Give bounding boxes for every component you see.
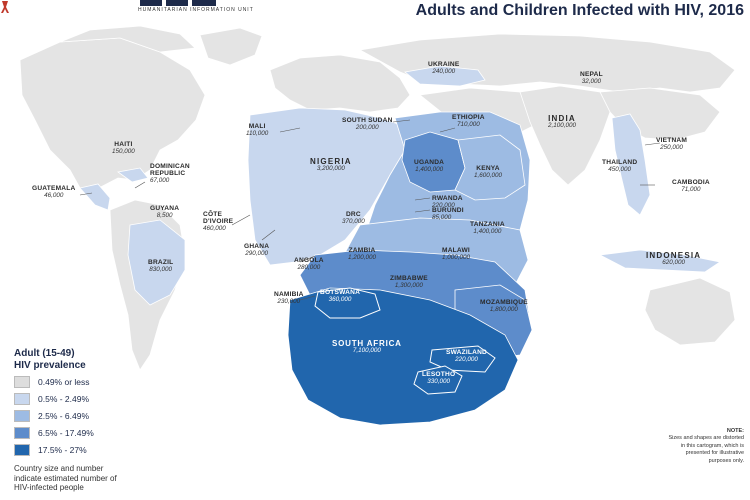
label-angola: ANGOLA 280,000 (294, 257, 324, 271)
land-greenland (199, 27, 263, 66)
legend-row: 17.5% - 27% (14, 444, 154, 456)
country-south-africa (287, 287, 519, 426)
legend-title-line2: HIV prevalence (14, 359, 86, 371)
land-europe (269, 54, 411, 113)
country-lesotho (413, 365, 463, 395)
label-dominican-republic: DOMINICAN REPUBLIC 67,000 (150, 163, 190, 184)
label-indonesia: INDONESIA 620,000 (646, 251, 702, 267)
country-indonesia (598, 249, 722, 273)
label-botswana: BOTSWANA 360,000 (320, 289, 361, 303)
label-burundi: BURUNDI 85,000 (432, 207, 464, 221)
legend-swatch (14, 376, 30, 388)
label-swaziland: SWAZILAND 220,000 (446, 349, 487, 363)
note-heading: NOTE: (726, 428, 744, 434)
label-drc: DRC 370,000 (342, 211, 365, 225)
label-nepal: NEPAL 32,000 (580, 71, 603, 85)
label-rwanda: RWANDA 220,000 (432, 195, 463, 209)
unit-name: HUMANITARIAN INFORMATION UNIT (138, 7, 254, 13)
country-guatemala-region (79, 183, 111, 211)
legend-row: 0.5% - 2.49% (14, 393, 154, 405)
label-cote-divoire: CÔTE D'IVOIRE 460,000 (203, 211, 234, 232)
legend-swatch (14, 410, 30, 422)
land-russia (358, 33, 736, 93)
legend-explanation: Country size and number indicate estimat… (14, 464, 117, 493)
label-guyana: GUYANA 8,500 (150, 205, 180, 219)
land-australia (644, 277, 736, 346)
country-swaziland (429, 345, 496, 373)
legend-swatch (14, 393, 30, 405)
label-lesotho: LESOTHO 330,000 (422, 371, 456, 385)
label-india: INDIA 2,100,000 (548, 114, 577, 130)
legend-title-line1: Adult (15-49) (14, 348, 75, 359)
label-haiti: HAITI 150,000 (112, 141, 135, 155)
label-vietnam: VIETNAM 250,000 (656, 137, 688, 151)
label-mali: MALI 110,000 (246, 123, 269, 137)
label-uganda: UGANDA 1,400,000 (414, 159, 445, 173)
label-malawi: MALAWI 1,000,000 (442, 247, 471, 261)
label-kenya: KENYA 1,600,000 (474, 165, 503, 179)
label-ghana: GHANA 290,000 (244, 243, 270, 257)
label-zambia: ZAMBIA 1,200,000 (348, 247, 377, 261)
label-thailand: THAILAND 450,000 (602, 159, 638, 173)
hiu-logo (140, 0, 230, 10)
country-ukraine (404, 65, 486, 87)
label-south-sudan: SOUTH SUDAN 200,000 (342, 117, 393, 131)
legend: Adult (15-49) HIV prevalence 0.49% or le… (14, 348, 154, 494)
label-cambodia: CAMBODIA 71,000 (672, 179, 710, 193)
land-canada-north (59, 25, 196, 53)
label-namibia: NAMIBIA 230,000 (274, 291, 304, 305)
cartogram-note: NOTE: Sizes and shapes are distorted in … (664, 428, 744, 494)
label-brazil: BRAZIL 830,000 (148, 259, 174, 273)
legend-swatch (14, 444, 30, 456)
country-brazil (127, 219, 186, 306)
label-nigeria: NIGERIA 3,200,000 (310, 157, 352, 173)
label-ukraine: UKRAINE 240,000 (428, 61, 460, 75)
note-text: Sizes and shapes are distorted in this c… (668, 435, 744, 464)
country-haiti-dr (116, 167, 149, 183)
cartogram-map (19, 25, 736, 426)
land-india (519, 85, 611, 186)
legend-row: 6.5% - 17.49% (14, 427, 154, 439)
label-south-africa: SOUTH AFRICA 7,100,000 (332, 339, 402, 355)
legend-swatch (14, 427, 30, 439)
country-kenya (454, 134, 526, 201)
label-mozambique: MOZAMBIQUE 1,800,000 (480, 299, 528, 313)
country-vietnam-thailand (611, 113, 651, 216)
red-ribbon-icon (0, 0, 10, 13)
page-title: Adults and Children Infected with HIV, 2… (415, 2, 744, 19)
legend-row: 0.49% or less (14, 376, 154, 388)
country-botswana (314, 287, 381, 319)
label-tanzania: TANZANIA 1,400,000 (470, 221, 505, 235)
region-west-africa (247, 107, 411, 266)
legend-row: 2.5% - 6.49% (14, 410, 154, 422)
label-zimbabwe: ZIMBABWE 1,300,000 (390, 275, 428, 289)
label-guatemala: GUATEMALA 46,000 (32, 185, 76, 199)
label-ethiopia: ETHIOPIA 710,000 (452, 114, 485, 128)
